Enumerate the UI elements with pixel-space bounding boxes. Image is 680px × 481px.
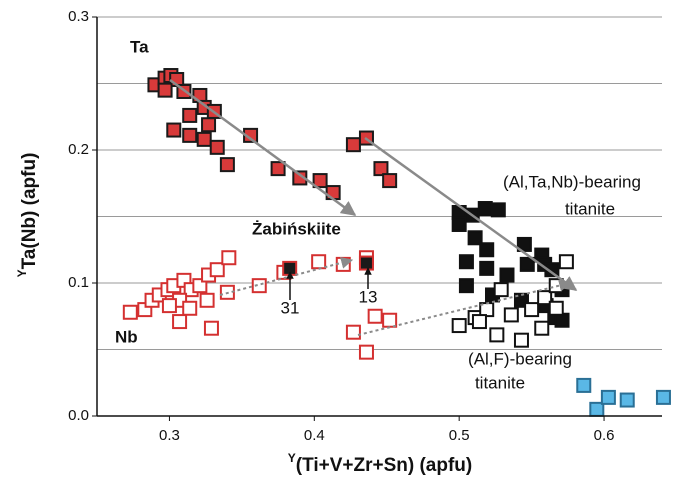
data-point (219, 157, 235, 173)
y-axis-title-sup: Y (15, 269, 29, 277)
x-axis-title-text: (Ti+V+Zr+Sn) (apfu) (296, 455, 472, 476)
x-tick-label: 0.6 (594, 427, 615, 444)
data-point (358, 344, 374, 360)
data-point (166, 122, 182, 138)
x-tick-label: 0.3 (159, 427, 180, 444)
data-point (534, 320, 550, 336)
data-point (458, 278, 474, 294)
data-point (479, 242, 495, 258)
y-tick-label: 0.2 (68, 141, 89, 158)
annotation: 13 (359, 287, 378, 306)
data-point (221, 250, 237, 266)
data-point (209, 262, 225, 278)
data-point (382, 173, 398, 189)
trend-arrow (219, 256, 354, 296)
data-point (516, 236, 532, 252)
data-point (524, 302, 540, 318)
x-axis-title: Y(Ti+V+Zr+Sn) (apfu) (288, 451, 473, 476)
data-point (373, 161, 389, 177)
data-point (479, 260, 495, 276)
data-point (382, 312, 398, 328)
data-point (201, 117, 217, 133)
y-tick-label: 0.0 (68, 407, 89, 424)
data-point (451, 216, 467, 232)
data-point (477, 201, 493, 217)
x-tick-label: 0.5 (449, 427, 470, 444)
data-point (122, 304, 138, 320)
data-point (576, 377, 592, 393)
data-point (345, 137, 361, 153)
y-tick-label: 0.3 (68, 8, 89, 25)
data-point (312, 173, 328, 189)
data-point (270, 161, 286, 177)
data-point (544, 262, 560, 278)
data-point (503, 307, 519, 323)
annotation: Ta (130, 37, 149, 56)
data-point (558, 254, 574, 270)
data-point (490, 202, 506, 218)
data-point (519, 256, 535, 272)
data-point (619, 392, 635, 408)
y-axis-title: YTa(Nb) (apfu) (15, 153, 40, 278)
trend-arrows (169, 78, 578, 336)
annotation: titanite (475, 373, 525, 392)
data-point (367, 308, 383, 324)
trend-arrow (357, 279, 572, 336)
trend-arrow (169, 78, 357, 217)
data-point (199, 292, 215, 308)
x-axis-title-sup: Y (288, 451, 296, 465)
data-point (345, 324, 361, 340)
y-axis-title-text: Ta(Nb) (apfu) (19, 153, 40, 270)
trend-arrow (364, 136, 578, 292)
data-point (157, 82, 173, 98)
annotation: Żabińskiite (252, 219, 341, 238)
data-point (467, 230, 483, 246)
data-point (196, 131, 212, 147)
data-point (499, 267, 515, 283)
data-point (655, 389, 671, 405)
annotation: (Al,F)-bearing (468, 349, 572, 368)
data-point (489, 327, 505, 343)
data-point (311, 254, 327, 270)
data-point (537, 290, 553, 306)
annotation: titanite (565, 199, 615, 218)
data-point (182, 107, 198, 123)
data-point (161, 298, 177, 314)
data-point (172, 314, 188, 330)
data-point (458, 254, 474, 270)
annotation: 31 (281, 298, 300, 317)
data-point (471, 314, 487, 330)
annotation: Nb (115, 327, 138, 346)
x-tick-label: 0.4 (304, 427, 325, 444)
data-point (182, 300, 198, 316)
data-point (548, 300, 564, 316)
data-point (182, 127, 198, 143)
y-tick-label: 0.1 (68, 274, 89, 291)
data-point (251, 278, 267, 294)
data-point (209, 139, 225, 155)
data-point (493, 282, 509, 298)
data-point (451, 318, 467, 334)
data-point (513, 332, 529, 348)
data-point (600, 389, 616, 405)
annotation: (Al,Ta,Nb)-bearing (503, 172, 641, 191)
data-point (203, 320, 219, 336)
data-point (358, 255, 374, 271)
